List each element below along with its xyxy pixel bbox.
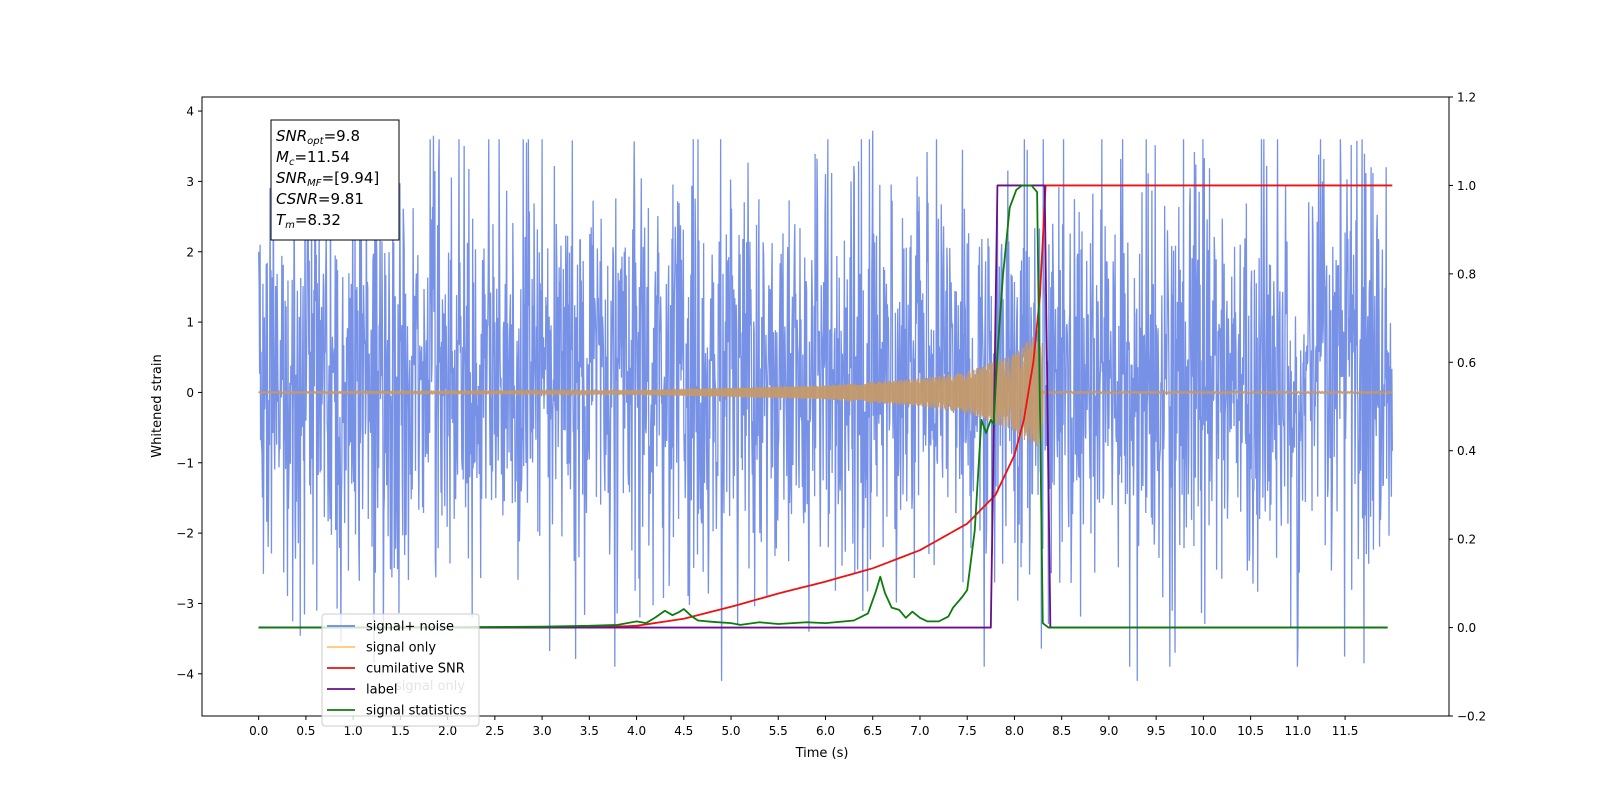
- annotation-line: SNRopt=9.8: [276, 127, 360, 147]
- annotation-symbol: SNR: [276, 169, 307, 187]
- x-tick-label: 9.5: [1147, 724, 1166, 738]
- x-tick-label: 4.5: [674, 724, 693, 738]
- series-line-cumilative-snr: [258, 184, 1393, 629]
- y-left-tick-label: 4: [186, 105, 194, 119]
- annotation-subscript: m: [285, 220, 295, 231]
- annotation-frame: [270, 119, 400, 241]
- x-axis-label: Time (s): [795, 746, 849, 761]
- y-right-tick-label: 0.0: [1457, 621, 1476, 635]
- y-right-tick-label: 1.2: [1457, 91, 1476, 105]
- legend-entry-label: cumilative SNR: [366, 662, 465, 677]
- x-tick-label: 8.0: [1005, 724, 1024, 738]
- series-line-signal-statistics: [258, 184, 1388, 629]
- legend-frame: [321, 613, 480, 727]
- annotation-value: =11.54: [294, 148, 350, 166]
- y-left-tick-label: −3: [176, 597, 194, 611]
- y-right-tick-label: 0.6: [1457, 356, 1476, 370]
- annotation-value: =8.32: [295, 211, 341, 229]
- x-tick-label: 8.5: [1052, 724, 1071, 738]
- y-left-tick-label: −1: [176, 456, 194, 470]
- annotation-symbol: SNR: [276, 127, 307, 145]
- series-line-signal-noise: [258, 130, 1393, 681]
- x-tick-label: 7.0: [910, 724, 929, 738]
- x-tick-label: 1.0: [344, 724, 363, 738]
- annotation-subscript: c: [289, 157, 295, 168]
- y-right-tick-label: 0.4: [1457, 444, 1476, 458]
- annotation-box: SNRopt=9.8Mc=11.54SNRMF=[9.94]CSNR=9.81T…: [270, 119, 400, 241]
- x-tick-label: 2.5: [485, 724, 504, 738]
- annotation-subscript: MF: [307, 178, 322, 189]
- x-tick-label: 5.0: [721, 724, 740, 738]
- x-tick-label: 7.5: [958, 724, 977, 738]
- series-layer: [258, 130, 1393, 681]
- y-left-tick-label: 1: [186, 316, 194, 330]
- legend-entry-label: signal+ noise: [366, 620, 454, 635]
- y-right-tick-label: 0.2: [1457, 533, 1476, 547]
- series-line-signal-only: [258, 336, 1393, 447]
- annotation-line: Tm=8.32: [276, 211, 341, 231]
- annotation-value: =9.81: [318, 190, 364, 208]
- legend-entry-label: signal statistics: [366, 704, 467, 719]
- annotation-subscript: opt: [307, 136, 324, 147]
- x-tick-label: 2.0: [438, 724, 457, 738]
- x-tick-label: 1.5: [391, 724, 410, 738]
- x-axis: 0.0 0.5 1.0 1.5 2.0 2.5 3.0 3.5 4.0 4.5 5.0 5.5 6.0 6…: [249, 716, 1358, 738]
- y-left-tick-label: 2: [186, 245, 194, 259]
- legend-entry-label: signal only: [366, 641, 436, 656]
- y-left-tick-label: 3: [186, 175, 194, 189]
- y-left-tick-label: −2: [176, 527, 194, 541]
- annotation-line: Mc=11.54: [276, 148, 350, 168]
- x-tick-label: 9.0: [1099, 724, 1118, 738]
- x-tick-label: 4.0: [627, 724, 646, 738]
- annotation-value: =9.8: [324, 127, 360, 145]
- x-tick-label: 6.0: [816, 724, 835, 738]
- x-tick-label: 6.5: [863, 724, 882, 738]
- annotation-line: CSNR=9.81: [276, 190, 364, 208]
- y-axis-right: −0.2 0.0 0.2 0.4 0.6 0.8 1.0 1.2: [1449, 91, 1486, 724]
- annotation-line: SNRMF=[9.94]: [276, 169, 379, 189]
- x-tick-label: 10.0: [1190, 724, 1217, 738]
- y-axis-label: Whitened strain: [150, 354, 165, 457]
- y-left-tick-label: −4: [176, 667, 194, 681]
- y-axis-left: −4 −3 −2 −1 0 1 2 3 4: [176, 105, 202, 681]
- annotation-symbol: CSNR: [276, 190, 318, 208]
- y-right-tick-label: −0.2: [1457, 710, 1486, 724]
- x-tick-label: 11.5: [1332, 724, 1359, 738]
- x-tick-label: 0.5: [296, 724, 315, 738]
- y-left-tick-label: 0: [186, 386, 194, 400]
- legend-entry-label: label: [366, 683, 397, 698]
- x-tick-label: 3.5: [580, 724, 599, 738]
- annotation-symbol: T: [276, 211, 287, 229]
- annotation-value: =[9.94]: [322, 169, 380, 187]
- x-tick-label: 5.5: [769, 724, 788, 738]
- y-right-tick-label: 1.0: [1457, 179, 1476, 193]
- x-tick-label: 11.0: [1284, 724, 1311, 738]
- x-tick-label: 10.5: [1237, 724, 1264, 738]
- x-tick-label: 3.0: [533, 724, 552, 738]
- annotation-symbol: M: [276, 148, 289, 166]
- y-right-tick-label: 0.8: [1457, 267, 1476, 281]
- x-tick-label: 0.0: [249, 724, 268, 738]
